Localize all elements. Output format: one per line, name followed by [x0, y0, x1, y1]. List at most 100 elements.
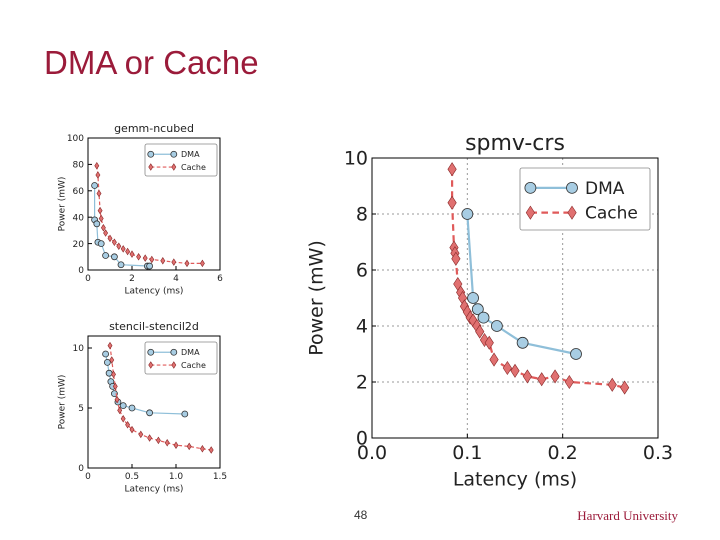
cache-point	[171, 258, 177, 266]
cache-point	[109, 356, 115, 364]
plot-frame	[371, 157, 659, 439]
cache-point	[116, 242, 122, 250]
cache-point	[537, 372, 547, 387]
y-axis-label: Power (mW)	[58, 177, 68, 232]
cache-point	[94, 161, 100, 170]
cache-point	[147, 434, 153, 442]
cache-point	[125, 421, 131, 429]
cache-point	[155, 436, 161, 445]
dma-point	[516, 336, 529, 349]
dma-point	[146, 262, 153, 270]
cache-point	[510, 363, 520, 378]
cache-point	[149, 255, 155, 264]
y-tick-label: 4	[356, 316, 368, 338]
cache-point	[96, 189, 102, 198]
x-tick-label: 0.3	[643, 442, 673, 464]
cache-point	[103, 229, 109, 237]
cache-series-line	[96, 165, 203, 264]
y-tick-label: 0	[78, 266, 84, 276]
cache-point	[489, 352, 499, 367]
x-axis-label: Latency (ms)	[453, 469, 577, 491]
legend-label: Cache	[585, 204, 638, 224]
cache-point	[447, 195, 457, 210]
dma-series-line	[466, 213, 577, 356]
y-tick-label: 6	[356, 260, 368, 282]
x-axis-label: Latency (ms)	[125, 287, 184, 297]
cache-point	[107, 341, 113, 350]
y-tick-label: 10	[73, 344, 85, 354]
x-tick-label: 0.1	[452, 442, 482, 464]
cache-point	[620, 380, 630, 395]
y-tick-label: 0	[356, 428, 368, 450]
dma-legend-marker	[147, 150, 155, 158]
cache-point	[484, 335, 494, 350]
x-tick-label: 0.0	[357, 442, 387, 464]
legend-box	[519, 167, 651, 231]
dma-point	[111, 253, 118, 261]
legend-label: DMA	[181, 150, 200, 159]
legend-label: DMA	[181, 348, 200, 357]
cache-point	[186, 442, 192, 451]
dma-point	[93, 220, 101, 228]
y-tick-label: 10	[344, 148, 368, 170]
legend-box	[144, 341, 218, 375]
y-tick-label: 80	[73, 161, 85, 171]
cache-point	[98, 214, 104, 223]
cache-point	[199, 259, 205, 268]
plot-frame	[87, 137, 221, 271]
x-axis-label: Latency (ms)	[125, 485, 184, 495]
cache-point	[100, 224, 106, 232]
cache-point	[564, 374, 574, 390]
cache-point	[475, 324, 485, 339]
cache-point	[125, 247, 131, 256]
cache-point	[120, 415, 126, 423]
dma-point	[467, 292, 479, 304]
dma-point	[570, 348, 582, 360]
dma-legend-marker	[170, 348, 178, 356]
dma-point	[103, 359, 111, 366]
x-tick-label: 0.5	[125, 472, 139, 482]
page-number: 48	[354, 508, 368, 522]
dma-legend-marker	[524, 181, 537, 194]
cache-point	[129, 250, 135, 258]
cache-point	[447, 162, 457, 177]
cache-legend-marker	[148, 163, 154, 171]
cache-point	[136, 253, 142, 261]
cache-point	[173, 441, 179, 449]
cache-point	[208, 446, 214, 454]
dma-point	[461, 208, 474, 220]
legend-label: Cache	[181, 163, 206, 172]
dma-point	[128, 404, 136, 412]
y-axis-label: Power (mW)	[58, 375, 68, 430]
dma-point	[97, 240, 105, 247]
cache-point	[95, 171, 101, 179]
y-tick-label: 8	[356, 204, 368, 226]
dma-point	[471, 303, 484, 316]
x-tick-label: 0	[85, 274, 91, 284]
x-tick-label: 1.0	[169, 472, 184, 482]
cache-point	[502, 360, 512, 376]
dma-point	[91, 182, 98, 189]
cache-point	[138, 430, 144, 439]
cache-legend-marker	[171, 163, 177, 171]
dma-legend-marker	[566, 181, 578, 194]
dma-point	[117, 261, 125, 269]
chart-title: spmv-crs	[465, 131, 565, 156]
y-tick-label: 5	[78, 404, 84, 414]
cache-series-line	[109, 345, 212, 451]
dma-point	[105, 369, 113, 377]
y-tick-label: 2	[356, 372, 368, 394]
cache-point	[111, 370, 116, 379]
cache-legend-marker	[567, 205, 577, 220]
legend-label: Cache	[181, 361, 206, 370]
cache-point	[142, 254, 148, 262]
x-tick-label: 2	[129, 274, 135, 284]
dma-legend-marker	[147, 348, 155, 356]
cache-point	[97, 206, 103, 215]
cache-point	[550, 369, 560, 384]
cache-point	[114, 395, 120, 404]
dma-point	[102, 252, 109, 259]
cache-point	[107, 234, 113, 243]
slide-title: DMA or Cache	[44, 44, 259, 81]
